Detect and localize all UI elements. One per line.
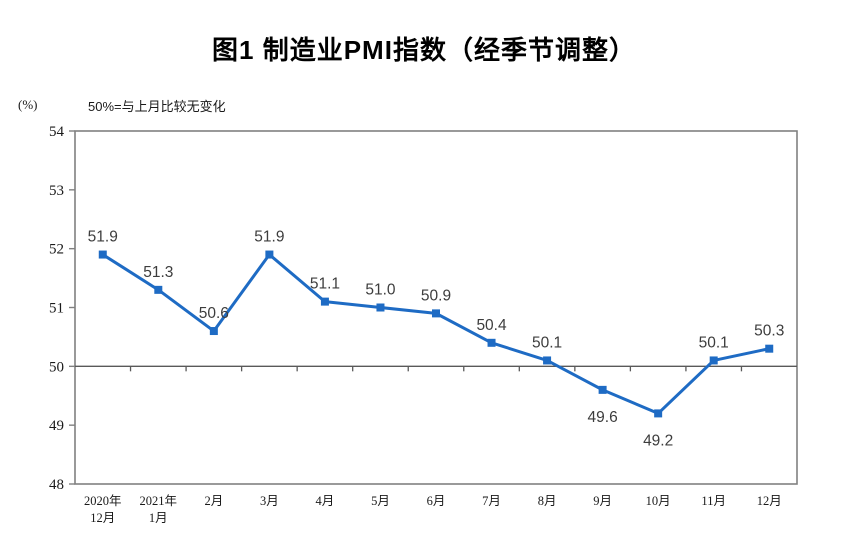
x-tick-label: 2021年 [140, 494, 178, 508]
data-point-label: 50.1 [532, 334, 562, 351]
data-point-marker [154, 285, 163, 294]
pmi-series-line [101, 253, 771, 415]
data-point-label: 51.3 [143, 264, 173, 281]
data-point-marker [765, 344, 774, 353]
chart-title: 图1 制造业PMI指数（经季节调整） [212, 35, 636, 65]
data-point-label: 50.4 [476, 317, 507, 334]
reference-line-50 [75, 365, 797, 372]
y-tick-label: 49 [49, 418, 64, 434]
x-tick-label: 8月 [538, 494, 557, 508]
x-axis-labels: 2020年 12月 2021年 1月 2月 3月 4月 5月 6月 7月 8月 9月 10月 11月 12月 [84, 494, 782, 525]
x-tick-label: 6月 [427, 494, 446, 508]
data-point-marker [376, 303, 385, 312]
data-point-label: 50.9 [421, 287, 451, 304]
point-labels: 51.9 51.3 50.6 51.9 51.1 51.0 50.9 50.4 50.1 49.6… [88, 229, 785, 450]
x-tick-label: 2月 [204, 494, 223, 508]
x-tick-label: 3月 [260, 494, 279, 508]
x-tick-label: 7月 [482, 494, 501, 508]
y-axis-unit-label: (%) [18, 97, 38, 112]
data-point-label: 49.6 [588, 409, 618, 426]
x-tick-label: 10月 [646, 494, 671, 508]
y-tick-label: 52 [49, 242, 64, 258]
reference-line-note: 50%=与上月比较无变化 [88, 99, 226, 114]
data-point-label: 51.9 [254, 229, 284, 246]
data-point-marker [98, 250, 107, 259]
data-point-label: 51.0 [365, 282, 396, 299]
data-point-label: 51.9 [88, 229, 118, 246]
data-point-marker [487, 338, 496, 347]
y-tick-label: 51 [49, 301, 64, 317]
data-point-marker [432, 309, 440, 318]
data-point-label: 51.1 [310, 276, 340, 293]
x-tick-label: 1月 [149, 511, 168, 525]
x-tick-label: 12月 [757, 494, 782, 508]
data-point-label: 50.6 [199, 305, 229, 322]
x-tick-label: 11月 [701, 494, 726, 508]
data-point-marker [209, 327, 218, 336]
data-point-marker [709, 356, 718, 365]
data-point-marker [265, 250, 274, 259]
data-point-marker [598, 385, 607, 394]
y-tick-label: 53 [49, 183, 64, 199]
x-tick-label: 12月 [90, 511, 115, 525]
y-tick-label: 50 [49, 359, 64, 375]
y-tick-label: 48 [49, 477, 64, 493]
data-point-marker [543, 356, 552, 365]
data-point-marker [654, 409, 663, 418]
data-point-label: 49.2 [643, 432, 673, 449]
x-tick-label: 5月 [371, 494, 390, 508]
x-tick-label: 9月 [593, 494, 612, 508]
y-tick-label: 54 [49, 124, 65, 140]
y-axis: 48 49 50 51 52 53 54 [49, 124, 75, 493]
data-point-label: 50.3 [754, 323, 784, 340]
x-tick-label: 2020年 [84, 494, 122, 508]
data-point-label: 50.1 [699, 334, 729, 351]
data-point-marker [320, 297, 329, 306]
series-markers [98, 250, 774, 418]
x-tick-label: 4月 [316, 494, 335, 508]
